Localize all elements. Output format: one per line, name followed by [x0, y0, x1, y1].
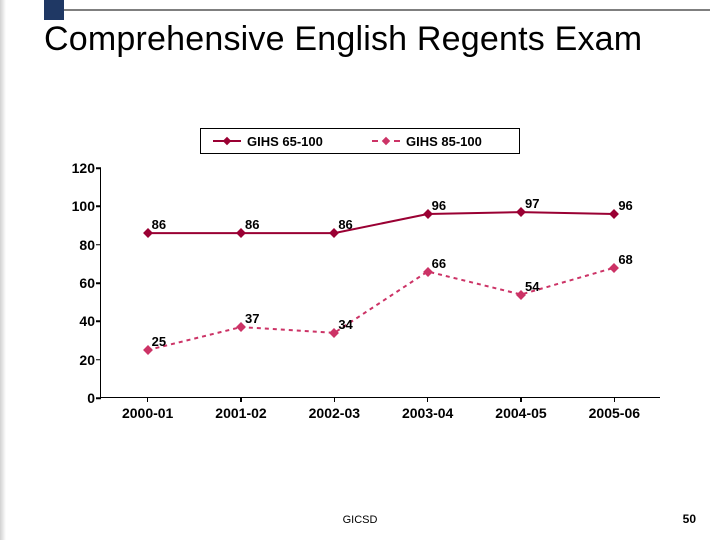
- legend-label-s1: GIHS 65-100: [247, 134, 323, 149]
- y-tick-label: 20: [63, 352, 95, 368]
- legend-swatch-s2: [372, 136, 400, 146]
- y-tick-mark: [96, 206, 101, 208]
- data-label-s2: 66: [432, 256, 446, 271]
- chart: GIHS 65-100 GIHS 85-100 0204060801001202…: [60, 128, 660, 458]
- legend-label-s2: GIHS 85-100: [406, 134, 482, 149]
- data-label-s1: 96: [618, 198, 632, 213]
- y-tick-mark: [96, 167, 101, 169]
- x-tick-mark: [520, 397, 522, 402]
- data-label-s1: 86: [338, 217, 352, 232]
- y-tick-mark: [96, 321, 101, 323]
- chart-legend: GIHS 65-100 GIHS 85-100: [200, 128, 520, 154]
- x-tick-mark: [334, 397, 336, 402]
- series-line-s1: [148, 212, 615, 233]
- x-tick-mark: [240, 397, 242, 402]
- data-label-s1: 96: [432, 198, 446, 213]
- y-tick-mark: [96, 359, 101, 361]
- page-number: 50: [683, 512, 696, 526]
- y-tick-label: 100: [63, 198, 95, 214]
- y-tick-label: 40: [63, 313, 95, 329]
- x-tick-mark: [427, 397, 429, 402]
- title-underline: [64, 9, 710, 11]
- legend-item-s2: GIHS 85-100: [360, 134, 519, 149]
- x-tick-mark: [614, 397, 616, 402]
- data-label-s2: 34: [338, 317, 352, 332]
- chart-plot-area: 0204060801001202000-012001-022002-032003…: [100, 168, 660, 398]
- data-label-s2: 68: [618, 252, 632, 267]
- data-label-s2: 25: [152, 334, 166, 349]
- x-tick-label: 2000-01: [122, 405, 173, 421]
- x-tick-mark: [147, 397, 149, 402]
- x-tick-label: 2002-03: [309, 405, 360, 421]
- title-accent-square: [44, 0, 64, 20]
- data-label-s1: 97: [525, 196, 539, 211]
- y-tick-label: 120: [63, 160, 95, 176]
- legend-swatch-s1: [213, 136, 241, 146]
- x-tick-label: 2001-02: [215, 405, 266, 421]
- data-label-s2: 37: [245, 311, 259, 326]
- y-tick-label: 0: [63, 390, 95, 406]
- chart-lines-svg: [101, 168, 661, 398]
- legend-item-s1: GIHS 65-100: [201, 134, 360, 149]
- x-tick-label: 2003-04: [402, 405, 453, 421]
- x-tick-label: 2005-06: [589, 405, 640, 421]
- y-tick-mark: [96, 282, 101, 284]
- y-tick-mark: [96, 397, 101, 399]
- series-line-s2: [148, 268, 615, 350]
- y-tick-label: 80: [63, 237, 95, 253]
- slide: Comprehensive English Regents Exam GIHS …: [0, 0, 720, 540]
- data-label-s2: 54: [525, 279, 539, 294]
- x-tick-label: 2004-05: [495, 405, 546, 421]
- data-label-s1: 86: [152, 217, 166, 232]
- data-label-s1: 86: [245, 217, 259, 232]
- y-tick-label: 60: [63, 275, 95, 291]
- footer-center-text: GICSD: [343, 514, 378, 526]
- slide-left-shadow: [0, 0, 6, 540]
- y-tick-mark: [96, 244, 101, 246]
- slide-title: Comprehensive English Regents Exam: [44, 20, 642, 59]
